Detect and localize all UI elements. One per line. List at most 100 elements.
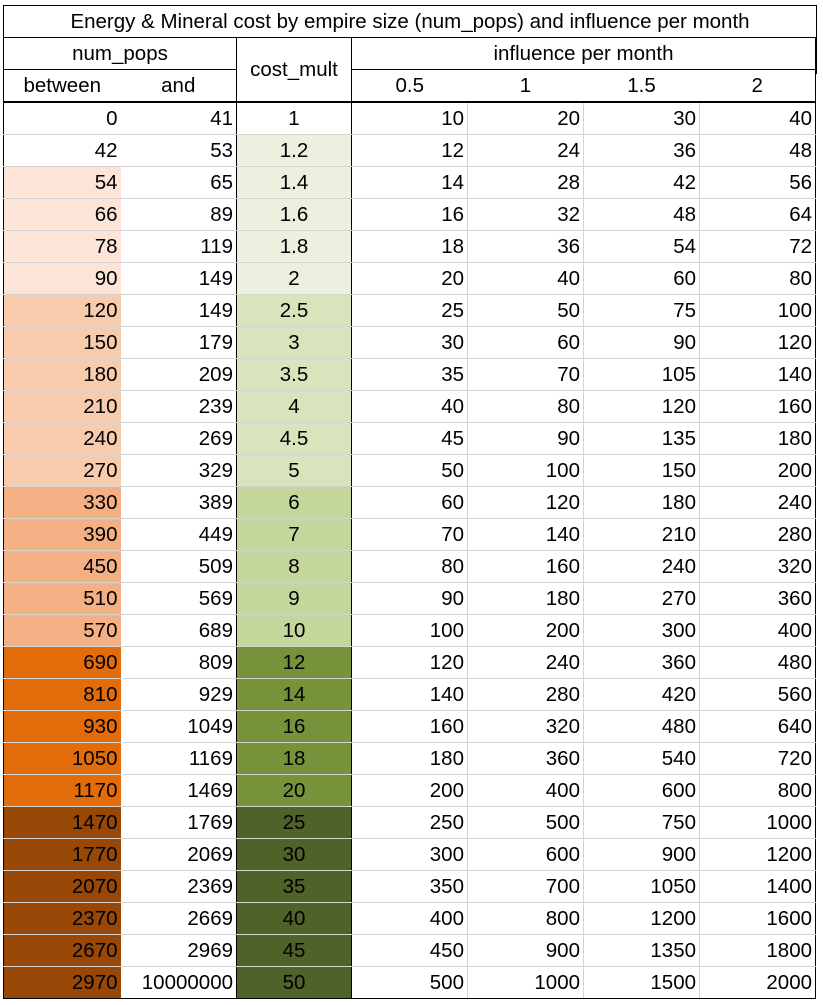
cell-and[interactable]: 89 — [120, 198, 237, 231]
cell-cost-mult[interactable]: 35 — [236, 870, 352, 903]
cell-influence[interactable]: 1050 — [583, 870, 700, 903]
cell-cost-mult[interactable]: 3.5 — [236, 358, 352, 391]
cell-between[interactable]: 180 — [3, 358, 121, 391]
cell-influence[interactable]: 70 — [467, 358, 584, 391]
cost-mult-header[interactable]: cost_mult — [236, 38, 352, 103]
cell-cost-mult[interactable]: 4 — [236, 390, 352, 423]
cell-and[interactable]: 329 — [120, 454, 237, 487]
cell-influence[interactable]: 120 — [583, 390, 700, 423]
cell-influence[interactable]: 600 — [467, 838, 584, 871]
cell-influence[interactable]: 160 — [467, 550, 584, 583]
cell-influence[interactable]: 100 — [351, 614, 468, 647]
cell-influence[interactable]: 180 — [351, 742, 468, 775]
cell-between[interactable]: 390 — [3, 518, 121, 551]
cell-cost-mult[interactable]: 1.2 — [236, 134, 352, 167]
cell-influence[interactable]: 400 — [467, 774, 584, 807]
cell-influence[interactable]: 600 — [583, 774, 700, 807]
cell-and[interactable]: 1049 — [120, 710, 237, 743]
cell-influence[interactable]: 250 — [351, 806, 468, 839]
cell-influence[interactable]: 42 — [583, 166, 700, 199]
cell-influence[interactable]: 75 — [583, 294, 700, 327]
cell-influence[interactable]: 50 — [351, 454, 468, 487]
cell-cost-mult[interactable]: 3 — [236, 326, 352, 359]
cell-between[interactable]: 1470 — [3, 806, 121, 839]
cell-between[interactable]: 330 — [3, 486, 121, 519]
cell-influence[interactable]: 350 — [351, 870, 468, 903]
table-title[interactable]: Energy & Mineral cost by empire size (nu… — [3, 5, 817, 38]
cell-influence[interactable]: 180 — [467, 582, 584, 615]
cell-influence[interactable]: 300 — [351, 838, 468, 871]
cell-influence[interactable]: 480 — [699, 646, 816, 679]
cell-cost-mult[interactable]: 6 — [236, 486, 352, 519]
cell-influence[interactable]: 36 — [583, 134, 700, 167]
cell-cost-mult[interactable]: 25 — [236, 806, 352, 839]
cell-between[interactable]: 2670 — [3, 934, 121, 967]
cell-influence[interactable]: 280 — [699, 518, 816, 551]
cell-influence[interactable]: 30 — [583, 102, 700, 135]
cell-influence[interactable]: 1000 — [467, 966, 584, 999]
cell-influence[interactable]: 20 — [467, 102, 584, 135]
and-header[interactable]: and — [120, 69, 237, 103]
cell-and[interactable]: 1469 — [120, 774, 237, 807]
cell-between[interactable]: 690 — [3, 646, 121, 679]
cell-between[interactable]: 78 — [3, 230, 121, 263]
influence-col-header[interactable]: 2 — [699, 69, 816, 103]
cell-cost-mult[interactable]: 7 — [236, 518, 352, 551]
cell-influence[interactable]: 280 — [467, 678, 584, 711]
cell-influence[interactable]: 140 — [699, 358, 816, 391]
influence-col-header[interactable]: 0.5 — [351, 69, 468, 103]
cell-influence[interactable]: 360 — [699, 582, 816, 615]
cell-influence[interactable]: 180 — [699, 422, 816, 455]
cell-and[interactable]: 2669 — [120, 902, 237, 935]
cell-between[interactable]: 450 — [3, 550, 121, 583]
cell-influence[interactable]: 30 — [351, 326, 468, 359]
cell-influence[interactable]: 14 — [351, 166, 468, 199]
cell-influence[interactable]: 90 — [467, 422, 584, 455]
cell-between[interactable]: 1050 — [3, 742, 121, 775]
cell-influence[interactable]: 70 — [351, 518, 468, 551]
cell-cost-mult[interactable]: 18 — [236, 742, 352, 775]
cell-influence[interactable]: 900 — [583, 838, 700, 871]
cell-influence[interactable]: 12 — [351, 134, 468, 167]
cell-and[interactable]: 569 — [120, 582, 237, 615]
cell-influence[interactable]: 120 — [699, 326, 816, 359]
cell-cost-mult[interactable]: 9 — [236, 582, 352, 615]
influence-header[interactable]: influence per month — [351, 38, 816, 70]
cell-influence[interactable]: 720 — [699, 742, 816, 775]
cell-and[interactable]: 2969 — [120, 934, 237, 967]
between-header[interactable]: between — [3, 69, 121, 103]
cell-and[interactable]: 119 — [120, 230, 237, 263]
cell-and[interactable]: 269 — [120, 422, 237, 455]
cell-influence[interactable]: 90 — [351, 582, 468, 615]
cell-cost-mult[interactable]: 40 — [236, 902, 352, 935]
cell-and[interactable]: 239 — [120, 390, 237, 423]
cell-influence[interactable]: 32 — [467, 198, 584, 231]
cell-influence[interactable]: 10 — [351, 102, 468, 135]
cell-influence[interactable]: 750 — [583, 806, 700, 839]
cell-and[interactable]: 2369 — [120, 870, 237, 903]
cell-influence[interactable]: 28 — [467, 166, 584, 199]
cell-influence[interactable]: 72 — [699, 230, 816, 263]
cell-influence[interactable]: 100 — [467, 454, 584, 487]
cell-influence[interactable]: 20 — [351, 262, 468, 295]
cell-influence[interactable]: 320 — [467, 710, 584, 743]
cell-between[interactable]: 1770 — [3, 838, 121, 871]
cell-influence[interactable]: 140 — [351, 678, 468, 711]
cell-between[interactable]: 90 — [3, 262, 121, 295]
cell-cost-mult[interactable]: 1.8 — [236, 230, 352, 263]
cell-influence[interactable]: 300 — [583, 614, 700, 647]
cell-influence[interactable]: 200 — [467, 614, 584, 647]
cell-influence[interactable]: 240 — [583, 550, 700, 583]
cell-influence[interactable]: 360 — [583, 646, 700, 679]
cell-influence[interactable]: 16 — [351, 198, 468, 231]
cell-influence[interactable]: 120 — [351, 646, 468, 679]
cell-between[interactable]: 2970 — [3, 966, 121, 999]
cell-cost-mult[interactable]: 1.6 — [236, 198, 352, 231]
cell-cost-mult[interactable]: 14 — [236, 678, 352, 711]
cell-and[interactable]: 209 — [120, 358, 237, 391]
cell-influence[interactable]: 540 — [583, 742, 700, 775]
cell-cost-mult[interactable]: 1 — [236, 102, 352, 135]
cell-influence[interactable]: 500 — [467, 806, 584, 839]
cell-and[interactable]: 53 — [120, 134, 237, 167]
cell-influence[interactable]: 420 — [583, 678, 700, 711]
